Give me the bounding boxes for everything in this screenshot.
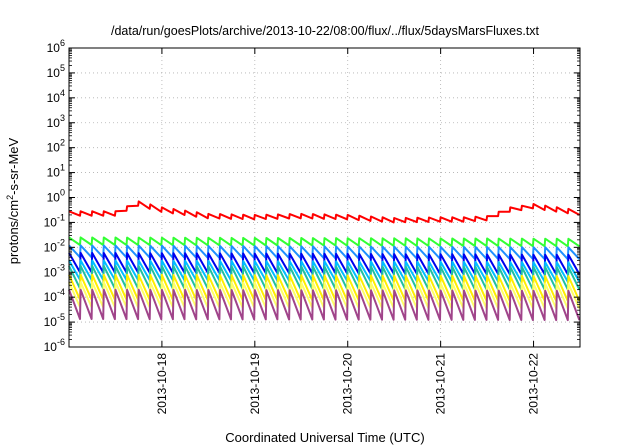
y-axis-title: protons/cm2-s-sr-MeV [5,137,21,264]
y-tick-base: 10 [44,290,58,304]
y-axis-title-rest: -s-sr-MeV [6,137,21,194]
y-tick-exponent: -2 [57,237,65,247]
series-layer [68,200,581,322]
y-tick-label: 10-6 [44,337,65,354]
y-tick-base: 10 [47,166,61,180]
series-line [68,236,580,248]
y-tick-base: 10 [44,315,58,329]
y-tick-base: 10 [44,265,58,279]
y-tick-base: 10 [47,41,61,55]
y-tick-label: 10-5 [44,312,65,329]
y-tick-base: 10 [47,91,61,105]
y-tick-exponent: 0 [60,188,65,198]
y-tick-exponent: -3 [57,262,65,272]
y-tick-base: 10 [44,240,58,254]
y-tick-exponent: -6 [57,337,65,347]
x-axis-ticks: 2013-10-18 2013-10-19 2013-10-20 2013-10-21… [155,48,541,414]
y-tick-label: 100 [47,188,65,205]
x-tick-label: 2013-10-18 [155,353,169,415]
y-axis-title-base: protons/cm [6,200,21,264]
y-tick-exponent: 1 [60,163,65,173]
y-tick-exponent: 2 [60,138,65,148]
y-tick-base: 10 [44,215,58,229]
y-tick-base: 10 [47,116,61,130]
y-tick-label: 101 [47,163,65,180]
y-tick-label: 10-2 [44,237,65,254]
x-tick-label: 2013-10-20 [341,353,355,415]
y-tick-label: 105 [47,63,65,80]
y-tick-base: 10 [47,141,61,155]
y-tick-base: 10 [44,340,58,354]
x-tick-label: 2013-10-19 [248,353,262,415]
y-tick-label: 10-4 [44,287,65,304]
y-tick-exponent: 3 [60,113,65,123]
y-tick-exponent: 5 [60,63,65,73]
y-tick-exponent: -1 [57,212,65,222]
y-tick-exponent: -5 [57,312,65,322]
x-tick-label: 2013-10-22 [527,353,541,415]
y-tick-label: 102 [47,138,65,155]
y-tick-label: 10-3 [44,262,65,279]
y-axis-title-superscript: 2 [5,195,15,200]
y-tick-exponent: -4 [57,287,65,297]
y-tick-label: 106 [47,38,65,55]
chart-title: /data/run/goesPlots/archive/2013-10-22/0… [111,24,540,38]
x-tick-label: 2013-10-21 [434,353,448,415]
y-tick-label: 103 [47,113,65,130]
y-tick-base: 10 [47,66,61,80]
x-axis-title: Coordinated Universal Time (UTC) [225,430,424,445]
y-tick-label: 10-1 [44,212,65,229]
y-tick-exponent: 4 [60,88,65,98]
series-line [68,244,581,261]
series-line [68,288,581,322]
y-tick-label: 104 [47,88,65,105]
series-line [68,200,580,224]
y-tick-exponent: 6 [60,38,65,48]
y-tick-base: 10 [47,191,61,205]
y-axis-ticks: 10-610-510-410-310-210-11001011021031041… [44,38,580,354]
